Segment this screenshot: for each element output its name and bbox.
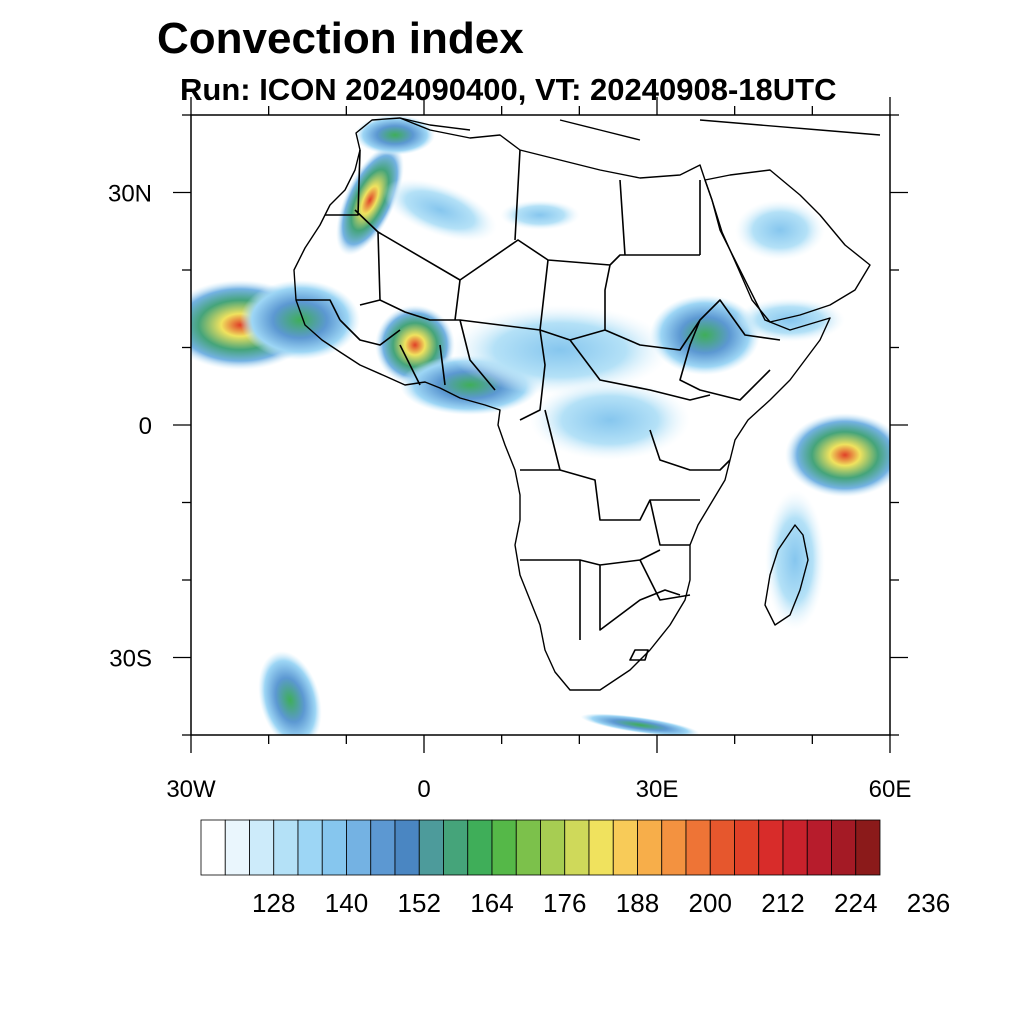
colorbar-swatch — [734, 819, 760, 876]
convection-cell-indian-ocean — [785, 413, 890, 497]
axis-labels: 30W 0 30E 60E 30N 0 30S — [108, 181, 911, 804]
colorbar-label: 224 — [834, 888, 877, 918]
colorbar-swatch — [224, 819, 250, 876]
convection-cell-westafrica-coast — [240, 280, 360, 360]
colorbar-swatch — [249, 819, 275, 876]
convection-cell-madagascar — [765, 490, 825, 630]
convection-cell-congo — [530, 380, 690, 460]
convection-cell-ethiopia — [650, 295, 760, 375]
colorbar-swatch — [370, 819, 396, 876]
colorbar-swatch — [709, 819, 735, 876]
colorbar-swatch — [200, 819, 226, 876]
convection-field — [191, 115, 890, 735]
colorbar-swatch — [467, 819, 493, 876]
arabia-coastline — [704, 169, 871, 323]
y-tick-label: 30S — [109, 646, 152, 673]
colorbar-swatch — [491, 819, 517, 876]
colorbar-swatch — [297, 819, 323, 876]
colorbar-swatch — [782, 819, 808, 876]
x-tick-label: 60E — [869, 776, 912, 803]
colorbar-swatch — [321, 819, 347, 876]
colorbar-swatch — [685, 819, 711, 876]
colorbar-swatch — [443, 819, 469, 876]
colorbar-label: 188 — [616, 888, 659, 918]
x-tick-label: 0 — [417, 776, 430, 803]
africa-coastline — [293, 117, 831, 691]
colorbar-label: 176 — [543, 888, 586, 918]
convection-cell-southern-ocean — [580, 713, 700, 735]
colorbar-swatch — [855, 819, 881, 876]
colorbar-swatch — [273, 819, 299, 876]
convection-cell-canary — [355, 115, 435, 155]
madagascar-coastline — [764, 524, 809, 626]
convection-cell-arabia — [735, 200, 825, 260]
chart-title: Convection index — [157, 14, 524, 63]
colorbar-swatch — [346, 819, 372, 876]
colorbar-swatch — [394, 819, 420, 876]
colorbar-swatch — [515, 819, 541, 876]
colorbar-label: 212 — [761, 888, 804, 918]
europe-coastline — [399, 117, 881, 141]
colorbar-label: 164 — [470, 888, 513, 918]
colorbar-labels: 128 140 152 164 176 188 200 212 224 236 — [252, 888, 950, 918]
colorbar-label: 140 — [325, 888, 368, 918]
colorbar — [200, 819, 881, 876]
colorbar-swatch — [661, 819, 687, 876]
y-tick-label: 0 — [139, 413, 152, 440]
colorbar-swatch — [758, 819, 784, 876]
chart-subtitle: Run: ICON 2024090400, VT: 20240908-18UTC — [180, 72, 837, 107]
map-outlines — [293, 117, 881, 691]
colorbar-swatch — [418, 819, 444, 876]
colorbar-swatch — [806, 819, 832, 876]
convection-cell-morocco — [335, 144, 405, 256]
colorbar-swatch — [540, 819, 566, 876]
colorbar-label: 128 — [252, 888, 295, 918]
colorbar-swatch — [564, 819, 590, 876]
y-tick-label: 30N — [108, 181, 152, 208]
colorbar-swatch — [612, 819, 638, 876]
border-lines — [296, 149, 781, 661]
convection-cell-sahara-wave — [382, 178, 498, 242]
axis-ticks — [173, 97, 908, 753]
colorbar-swatch — [588, 819, 614, 876]
colorbar-swatch — [831, 819, 857, 876]
convection-cell-sahel-central — [450, 305, 670, 395]
convection-cell-south-atlantic — [258, 651, 322, 735]
colorbar-label: 152 — [398, 888, 441, 918]
x-tick-label: 30W — [166, 776, 216, 803]
colorbar-swatch — [637, 819, 663, 876]
x-tick-label: 30E — [636, 776, 679, 803]
colorbar-label: 200 — [689, 888, 732, 918]
convection-cell-sahara-north — [500, 200, 580, 230]
colorbar-label: 236 — [907, 888, 950, 918]
